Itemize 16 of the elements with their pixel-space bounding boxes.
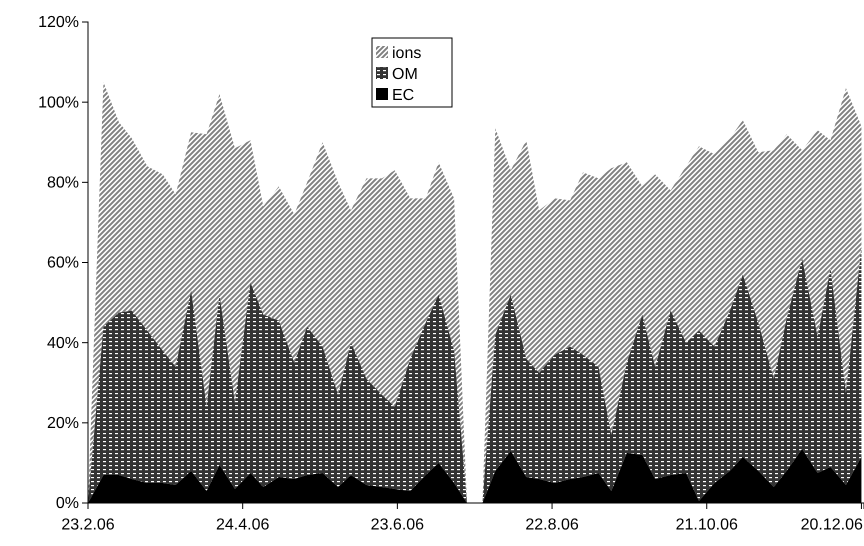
y-tick-label: 80% [46, 174, 79, 192]
x-tick-label: 21.10.06 [676, 516, 738, 534]
x-tick-label: 22.8.06 [525, 516, 579, 534]
legend-label: EC [392, 87, 414, 104]
x-tick-label: 23.6.06 [370, 516, 424, 534]
x-tick-label: 23.2.06 [61, 516, 115, 534]
legend-label: OM [392, 66, 418, 83]
y-tick-label: 0% [56, 495, 79, 512]
y-tick-label: 40% [46, 334, 79, 352]
y-tick-label: 120% [38, 14, 79, 32]
x-tick-label: 24.4.06 [216, 516, 270, 534]
y-tick-label: 100% [38, 94, 79, 112]
legend-label: ions [392, 45, 422, 62]
x-tick-label: 20.12.06 [800, 516, 863, 534]
y-tick-label: 20% [46, 414, 79, 432]
y-tick-label: 60% [46, 254, 79, 272]
